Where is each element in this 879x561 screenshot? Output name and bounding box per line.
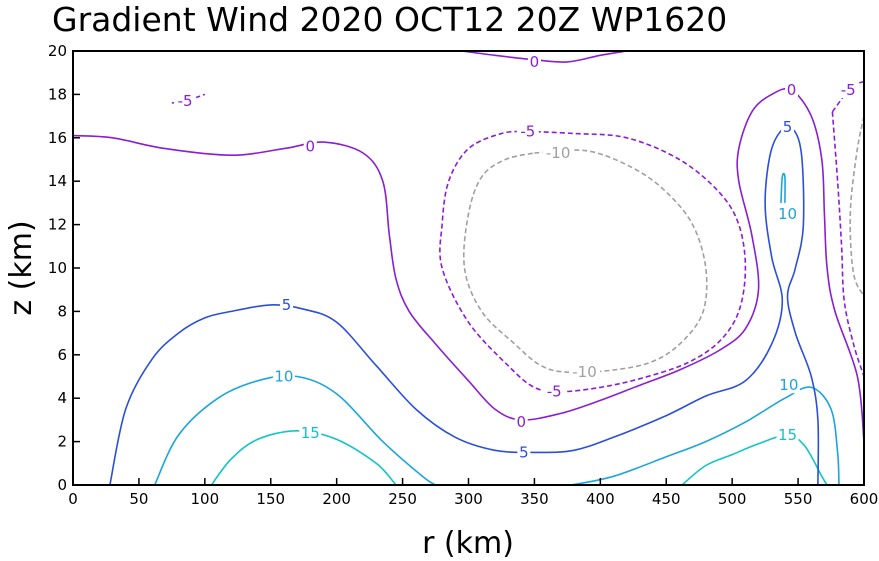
contour-label-background xyxy=(514,413,528,431)
x-tick-label: 150 xyxy=(256,490,285,508)
contour-line-10 xyxy=(153,374,436,485)
contour-label-background xyxy=(776,426,799,444)
contour-line-15 xyxy=(681,434,828,485)
x-tick-label: 400 xyxy=(586,490,615,508)
x-tick-label: 550 xyxy=(784,490,813,508)
contour-label: -5 xyxy=(520,122,535,140)
contour-label-background xyxy=(272,367,295,385)
contour-line-15 xyxy=(210,429,397,485)
x-axis: 0 50 100 150 200 250 300 350 400 450 500 550 600 xyxy=(68,478,878,508)
contour-line-5 xyxy=(109,126,820,485)
contour-line-0 xyxy=(461,51,627,63)
contour-label-background xyxy=(527,52,541,70)
contour-line-0 xyxy=(73,87,864,442)
contour-label: 0 xyxy=(530,53,540,71)
y-tick-label: 2 xyxy=(57,433,67,451)
contour-label-background xyxy=(280,295,294,313)
y-tick-label: 18 xyxy=(48,85,67,103)
contour-label-background xyxy=(542,143,574,161)
x-tick-label: 250 xyxy=(388,490,417,508)
x-tick-label: 200 xyxy=(322,490,351,508)
chart-title: Gradient Wind 2020 OCT12 20Z WP1620 xyxy=(52,0,727,39)
contour-label: 0 xyxy=(787,81,797,99)
contour-label: -5 xyxy=(547,383,562,401)
contour-label: -10 xyxy=(572,363,597,381)
contour-line-neg5 xyxy=(439,130,747,393)
x-tick-label: 500 xyxy=(718,490,747,508)
x-tick-label: 300 xyxy=(454,490,483,508)
contour-line-10 xyxy=(780,172,786,203)
y-tick-label: 20 xyxy=(48,42,67,60)
contour-label-background xyxy=(784,81,798,99)
contour-line-neg10 xyxy=(849,115,864,297)
y-tick-label: 16 xyxy=(48,129,67,147)
contour-label: 15 xyxy=(301,424,320,442)
contour-label: 10 xyxy=(778,205,797,223)
contour-label: 10 xyxy=(779,376,798,394)
contour-label: 5 xyxy=(783,118,793,136)
contour-line-neg5 xyxy=(831,111,864,377)
contour-label-background xyxy=(303,137,317,155)
contour-line-10 xyxy=(571,386,840,485)
x-tick-label: 0 xyxy=(68,490,78,508)
contour-label-background xyxy=(569,363,601,381)
contour-label-background xyxy=(776,204,799,222)
y-tick-label: 8 xyxy=(57,302,67,320)
contour-label-background xyxy=(837,81,860,99)
contour-label: 0 xyxy=(516,413,526,431)
y-tick-label: 6 xyxy=(57,346,67,364)
contour-label: -5 xyxy=(178,92,193,110)
y-tick-label: 10 xyxy=(48,259,67,277)
x-axis-label: r (km) xyxy=(422,526,514,561)
x-tick-label: 50 xyxy=(129,490,148,508)
y-axis: 0 2 4 6 8 10 12 14 16 18 20 xyxy=(48,42,80,494)
x-tick-label: 450 xyxy=(652,490,681,508)
plot-area: 0 0 0 0 -5 -5 -5 -5 -10 -10 5 5 5 10 10 10 15 15 xyxy=(73,51,864,485)
x-tick-label: 600 xyxy=(850,490,879,508)
contour-label: -5 xyxy=(841,81,856,99)
contour-line-neg5 xyxy=(831,80,864,113)
contour-label: 5 xyxy=(282,296,292,314)
contour-label-background xyxy=(516,122,539,140)
contour-label-background xyxy=(174,91,197,109)
contour-label-background xyxy=(781,117,795,135)
contour-label-background xyxy=(543,382,566,400)
contour-label: 5 xyxy=(519,443,529,461)
y-tick-label: 14 xyxy=(48,172,67,190)
contour-label-background xyxy=(777,376,800,394)
x-tick-label: 350 xyxy=(520,490,549,508)
y-tick-label: 12 xyxy=(48,216,67,234)
y-tick-label: 0 xyxy=(57,476,67,494)
contour-label: 15 xyxy=(778,426,797,444)
contour-label: 10 xyxy=(274,368,293,386)
contour-label-background xyxy=(517,443,531,461)
y-axis-label: z (km) xyxy=(4,220,39,315)
contour-label: -10 xyxy=(546,144,571,162)
contour-label: 0 xyxy=(306,137,316,155)
contour-line-neg10 xyxy=(462,149,708,374)
x-tick-label: 100 xyxy=(191,490,220,508)
contour-label-background xyxy=(299,423,322,441)
y-tick-label: 4 xyxy=(57,389,67,407)
